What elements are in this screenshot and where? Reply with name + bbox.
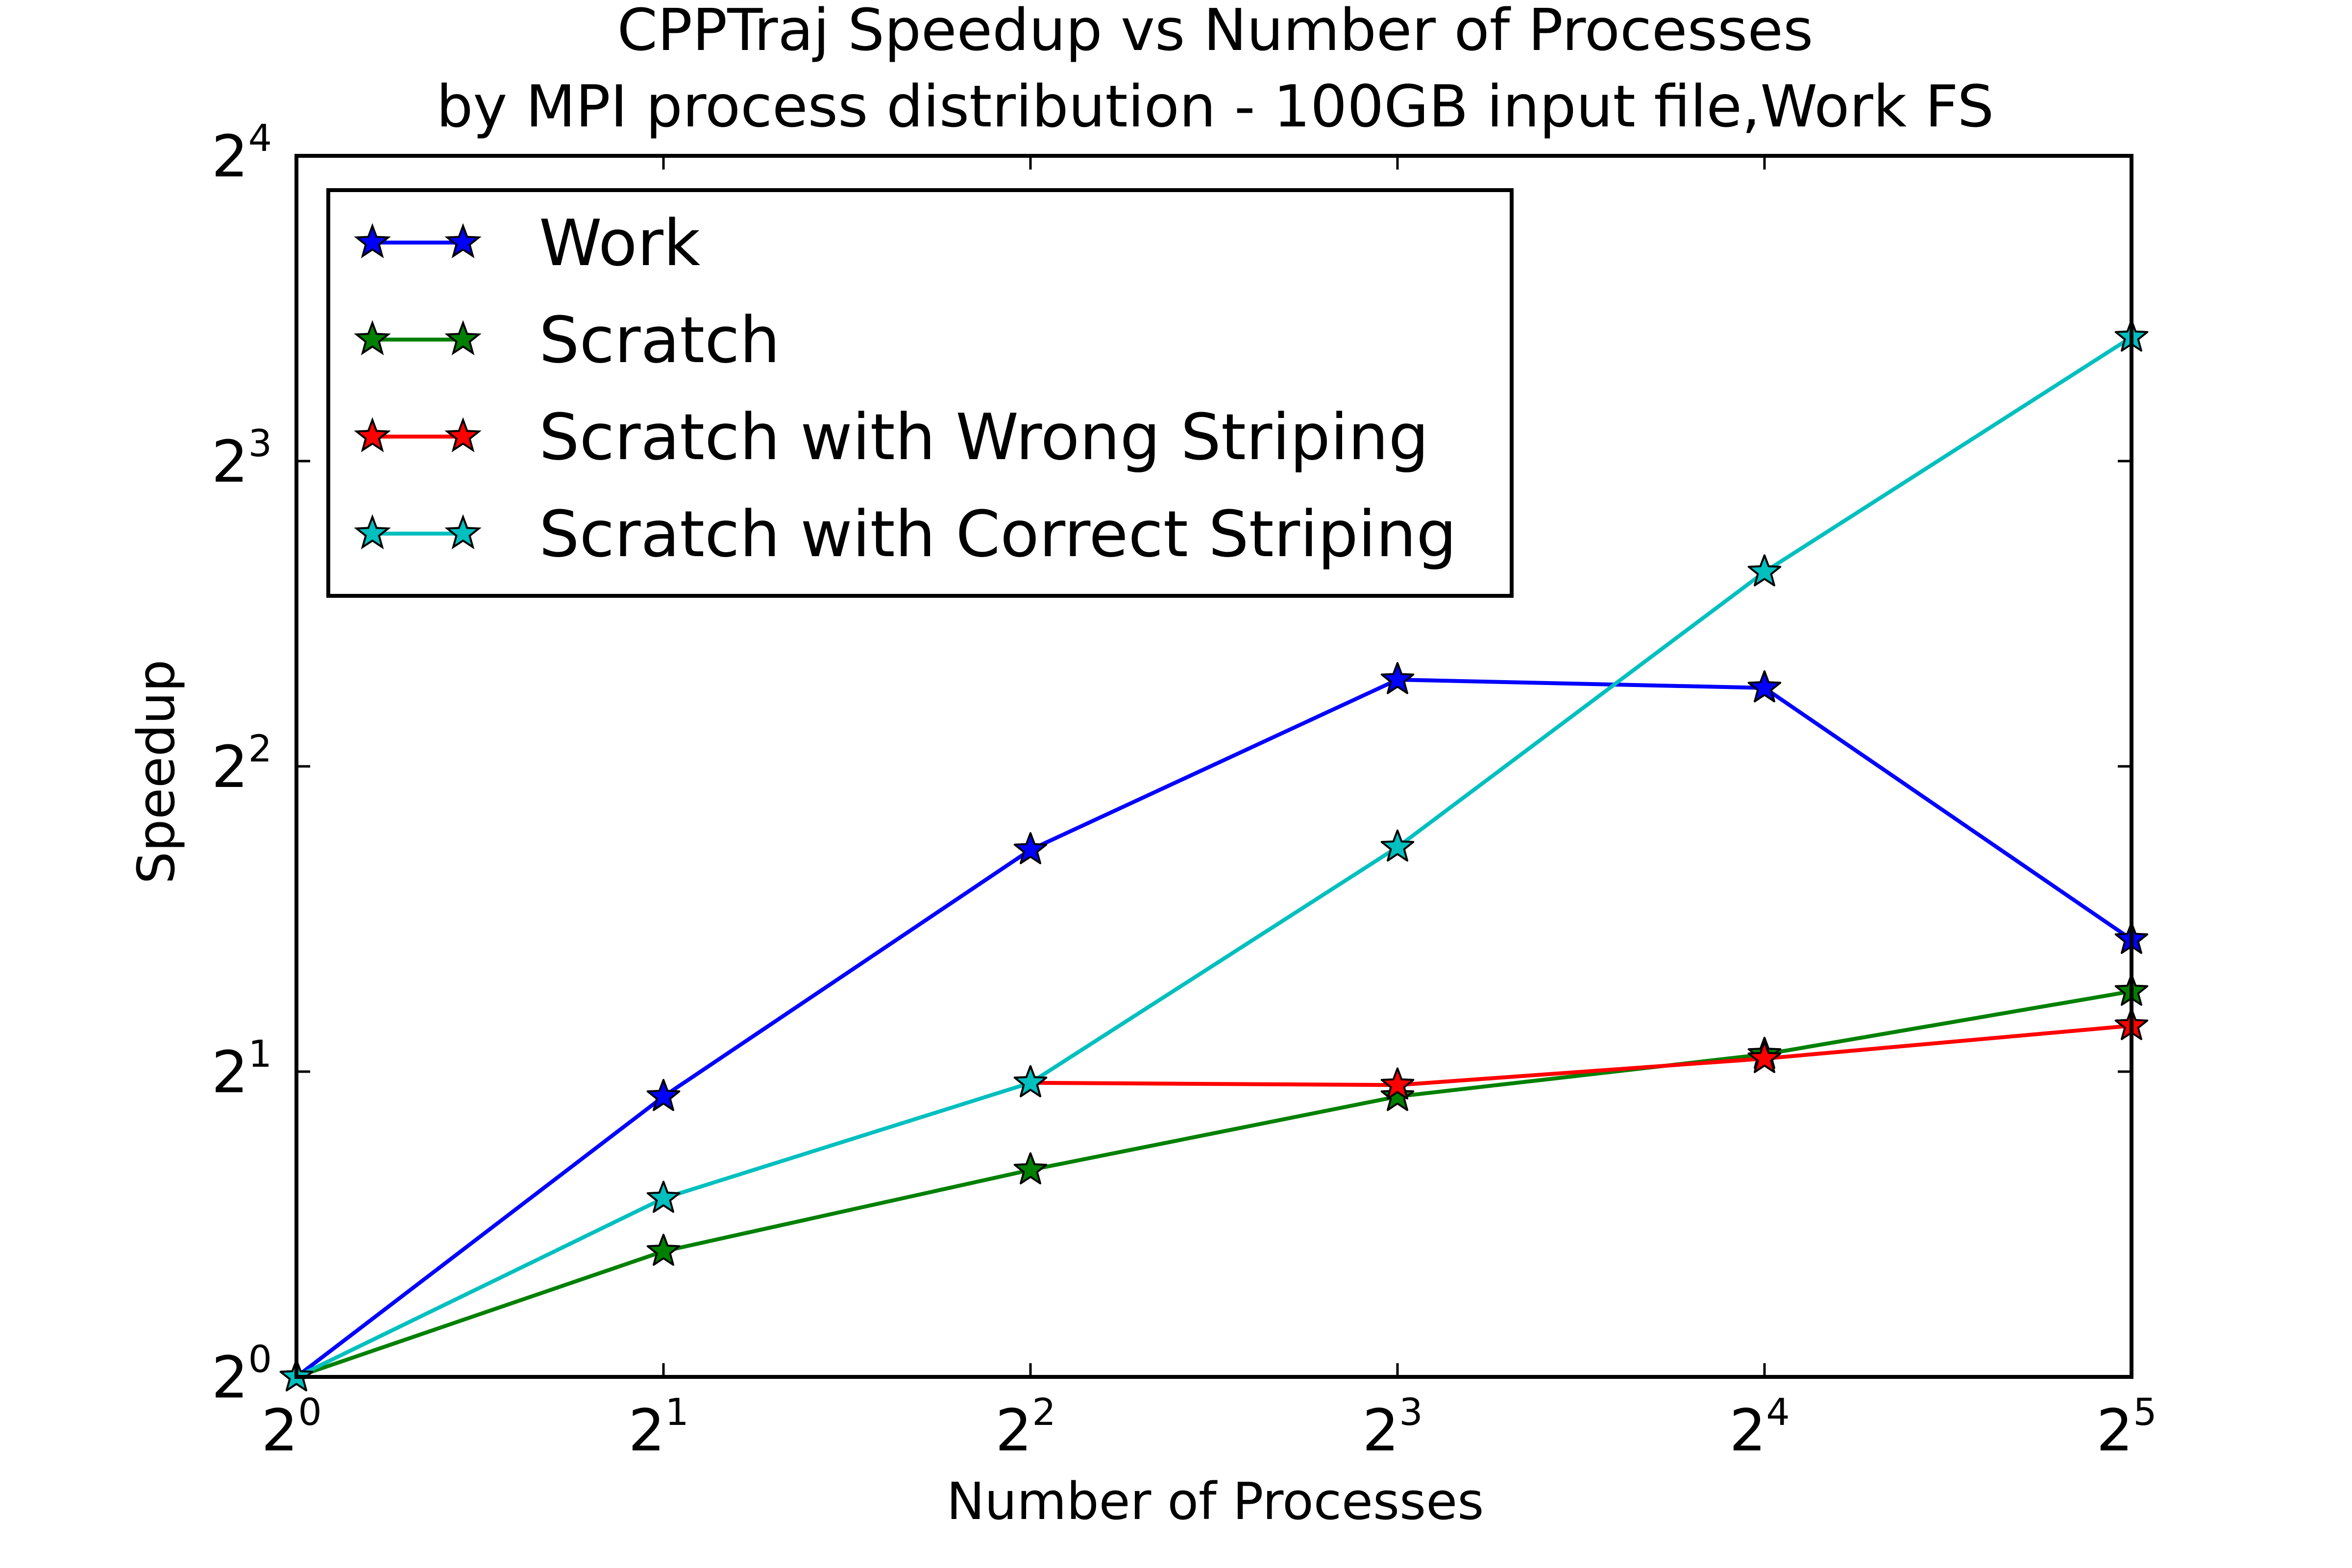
data-point-work [646,1078,681,1111]
data-point-scratch-with-wrong-striping [1747,1041,1782,1073]
data-point-scratch [646,1233,681,1266]
legend: Work Scratch Scratch with Wrong Striping Sc… [326,188,1514,598]
x-tick-exponent: 5 [2133,1390,2156,1434]
legend-label: Scratch with Correct Striping [539,497,1457,571]
legend-marker [444,514,482,550]
y-tick-base: 2 [212,122,248,190]
series-line-scratch [295,989,2132,1379]
data-point-work [1380,662,1415,694]
x-tick-label: 25 [2096,1390,2156,1464]
y-tick-base: 2 [212,1038,248,1106]
legend-label: Scratch [539,303,780,377]
x-tick-exponent: 1 [665,1390,688,1434]
x-tick-label: 24 [1729,1390,1789,1464]
y-tick-exponent: 1 [248,1032,272,1076]
legend-marker [354,320,391,356]
x-tick-label: 22 [995,1390,1055,1464]
series-line-work [295,678,2133,1379]
x-tick-base: 2 [995,1396,1032,1464]
legend-marker [354,514,391,550]
data-point-scratch-with-correct-striping [1747,554,1782,587]
y-tick-exponent: 2 [248,727,272,770]
legend-marker [444,223,482,259]
y-axis-label: Speedup [126,660,186,884]
legend-item-scratch: Scratch [354,303,780,377]
data-point-scratch-with-wrong-striping [1380,1067,1415,1100]
legend-label: Scratch with Wrong Striping [539,400,1429,474]
series-line-scratch-with-wrong-striping [1030,1024,2132,1087]
x-tick-exponent: 3 [1399,1390,1422,1434]
legend-marker [444,417,482,453]
legend-label: Work [539,206,700,280]
y-tick-label: 22 [212,727,272,801]
y-tick-label: 20 [212,1337,272,1411]
legend-item-scratch-with-wrong-striping: Scratch with Wrong Striping [354,400,1429,474]
x-tick-base: 2 [261,1396,298,1464]
y-tick-base: 2 [212,1344,248,1411]
series-line-scratch-with-correct-striping [295,335,2133,1379]
legend-marker [354,223,391,259]
x-tick-base: 2 [1729,1396,1766,1464]
y-tick-exponent: 4 [248,116,272,160]
y-tick-exponent: 3 [248,421,272,465]
plot-frame [294,154,2133,1379]
y-tick-base: 2 [212,733,248,801]
y-tick-exponent: 0 [248,1337,272,1381]
legend-marker [354,417,391,453]
x-tick-label: 23 [1362,1390,1422,1464]
x-axis-label: Number of Processes [947,1471,1484,1531]
x-tick-label: 20 [261,1390,321,1464]
x-tick-base: 2 [2096,1396,2133,1464]
data-point-scratch-with-correct-striping [1013,1065,1048,1098]
legend-box [326,188,1514,598]
y-tick-label: 23 [212,421,272,495]
x-tick-base: 2 [1362,1396,1399,1464]
y-tick-base: 2 [212,428,248,495]
x-tick-exponent: 4 [1766,1390,1789,1434]
data-point-work [1747,670,1782,703]
data-point-scratch [1013,1152,1048,1185]
x-tick-label: 21 [628,1390,688,1464]
x-tick-base: 2 [628,1396,665,1464]
chart-title: CPPTraj Speedup vs Number of Processes [617,0,1813,64]
x-tick-exponent: 2 [1032,1390,1055,1434]
data-point-scratch [1380,1078,1415,1111]
data-point-scratch-with-correct-striping [646,1180,681,1213]
y-tick-label: 24 [212,116,272,190]
x-tick-exponent: 0 [298,1390,321,1434]
legend-item-work: Work [354,206,700,280]
legend-item-scratch-with-correct-striping: Scratch with Correct Striping [354,497,1457,571]
data-point-scratch-with-correct-striping [1380,829,1415,862]
legend-marker [444,320,482,356]
y-tick-label: 21 [212,1032,272,1106]
data-point-work [1013,832,1048,864]
chart-subtitle: by MPI process distribution - 100GB inpu… [437,73,1994,140]
